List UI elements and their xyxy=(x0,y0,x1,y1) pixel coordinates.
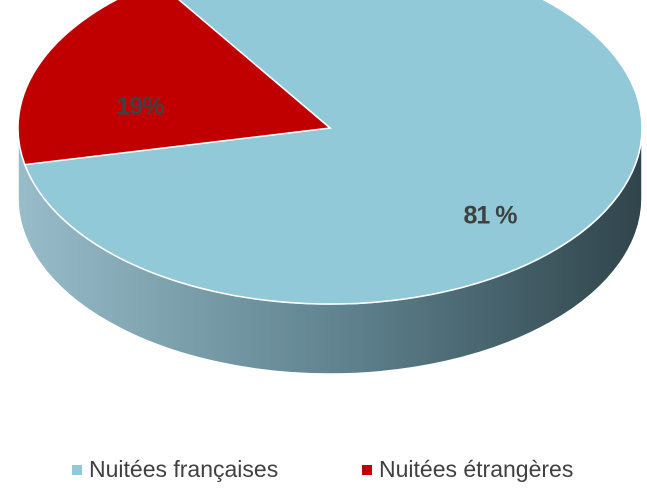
legend-swatch xyxy=(362,465,372,475)
value-label: 19% xyxy=(116,93,164,121)
pie-slice xyxy=(17,0,332,166)
pie-slice xyxy=(23,0,643,305)
legend-label: Nuitées françaises xyxy=(89,456,278,482)
pie: 81 % 19% xyxy=(17,0,643,375)
value-label: 81 % xyxy=(464,202,518,230)
legend-swatch xyxy=(72,465,82,475)
legend: Nuitées françaises Nuitées étrangères xyxy=(72,456,573,482)
legend-label: Nuitées étrangères xyxy=(379,456,573,482)
